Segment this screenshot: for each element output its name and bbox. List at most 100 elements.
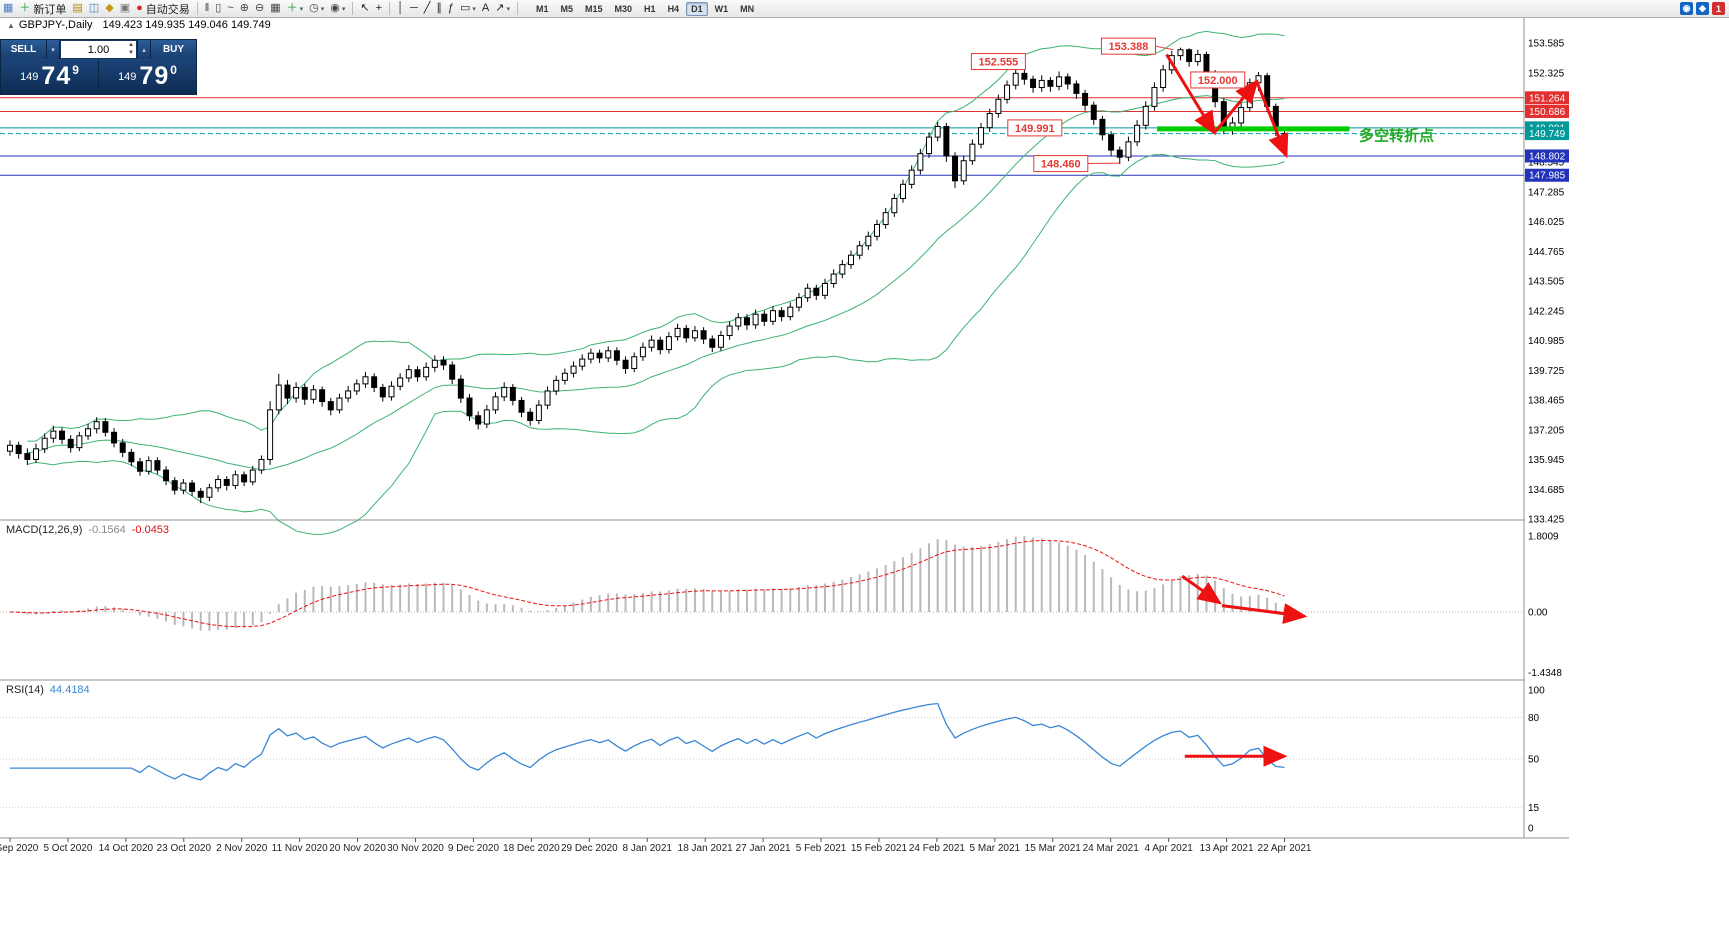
chart-info-bar: ▲ GBPJPY-,Daily 149.423 149.935 149.046 14…	[7, 19, 271, 31]
lot-spin-down-icon[interactable]: ▼	[128, 50, 134, 56]
svg-text:22 Apr 2021: 22 Apr 2021	[1258, 843, 1312, 854]
svg-text:9 Dec 2020: 9 Dec 2020	[448, 843, 500, 854]
svg-text:24 Feb 2021: 24 Feb 2021	[909, 843, 966, 854]
lot-spinner[interactable]: ▲ ▼	[128, 41, 134, 57]
terminal-button[interactable]: ▣	[117, 1, 133, 16]
lot-spin-up-icon[interactable]: ▲	[128, 42, 134, 48]
svg-text:135.945: 135.945	[1528, 455, 1565, 466]
svg-text:146.025: 146.025	[1528, 217, 1565, 228]
candlestick-chart-button[interactable]: ▯	[212, 1, 224, 16]
buy-dropdown-icon[interactable]: ▴	[137, 40, 151, 59]
timeframe-h1[interactable]: H1	[644, 3, 656, 14]
svg-text:13 Apr 2021: 13 Apr 2021	[1200, 843, 1254, 854]
svg-text:149.991: 149.991	[1015, 123, 1055, 135]
toolbar-items: ▦ ＋新订单 ▤ ◫ ◆ ▣ ● 自动交易 ǁ ▯ ~ ⊕ ⊖ ▦ ＋ ▾ ◷ ▾ ◉ ▾ ↖ + │ ─ ╱ ∥ ƒ ▭ ▾ A ↗ ▾	[0, 1, 522, 16]
tile-windows-button[interactable]: ▦	[267, 1, 283, 16]
rsi-scale-labels: 100 80 50 15 0	[1528, 686, 1545, 835]
zoom-in-button[interactable]: ⊕	[237, 1, 252, 16]
fibonacci-button[interactable]: ƒ	[445, 1, 457, 16]
zoom-out-icon: ⊖	[255, 2, 265, 14]
macd-name: MACD(12,26,9)	[6, 524, 83, 536]
fibonacci-icon: ƒ	[447, 2, 454, 14]
svg-text:23 Oct 2020: 23 Oct 2020	[157, 843, 212, 854]
channel-button[interactable]: ∥	[433, 1, 445, 16]
arrows-button[interactable]: ↗ ▾	[492, 1, 513, 16]
timeframe-mn[interactable]: MN	[740, 3, 755, 14]
sell-price-button[interactable]: 149 74 9	[1, 59, 99, 94]
trendline-button[interactable]: ╱	[421, 1, 434, 16]
shapes-icon-dropdown-icon[interactable]: ▾	[472, 5, 476, 13]
lot-size-input[interactable]: 1.00 ▲ ▼	[61, 41, 136, 58]
periods-icon-dropdown-icon[interactable]: ▾	[320, 5, 325, 13]
metaquotes-icon[interactable]: ◆	[1696, 2, 1709, 15]
svg-text:151.264: 151.264	[1529, 93, 1566, 104]
toolbar-separator	[389, 2, 391, 15]
arrows-icon-dropdown-icon[interactable]: ▾	[506, 5, 510, 13]
arrows-icon: ↗	[495, 2, 505, 14]
templates-icon-dropdown-icon[interactable]: ▾	[341, 5, 346, 13]
note-text: 多空转折点	[1359, 127, 1434, 145]
crosshair-button[interactable]: +	[373, 1, 385, 16]
macd-signal-line	[9, 539, 1285, 628]
svg-text:148.802: 148.802	[1529, 151, 1566, 162]
market-watch-button[interactable]: ▤	[69, 1, 85, 16]
buy-button[interactable]: BUY	[151, 40, 196, 59]
sell-dropdown-icon[interactable]: ▾	[46, 40, 60, 59]
periods-button[interactable]: ◷ ▾	[306, 1, 327, 16]
svg-text:134.685: 134.685	[1528, 485, 1565, 496]
community-icon[interactable]: ◉	[1680, 2, 1693, 15]
navigator-button[interactable]: ◆	[102, 1, 116, 16]
timeframe-m5[interactable]: M5	[560, 3, 574, 14]
horizontal-line-icon: ─	[409, 2, 418, 14]
timeframe-d1[interactable]: D1	[686, 1, 708, 16]
timeframe-toolbar: M1 M5 M15 M30 H1 H4 D1 W1 MN	[530, 1, 760, 16]
notification-badge[interactable]: 1	[1712, 2, 1725, 15]
svg-text:0: 0	[1528, 824, 1534, 835]
svg-text:20 Nov 2020: 20 Nov 2020	[329, 843, 386, 854]
lot-size-value: 1.00	[87, 43, 110, 56]
timeframe-w1[interactable]: W1	[714, 3, 729, 14]
indicators-button[interactable]: ＋ ▾	[284, 1, 307, 16]
one-click-trading-panel: SELL ▾ 1.00 ▲ ▼ ▴ BUY 149 74 9 149 79 0	[0, 39, 197, 95]
svg-text:15 Mar 2021: 15 Mar 2021	[1025, 843, 1082, 854]
svg-text:18 Jan 2021: 18 Jan 2021	[678, 843, 733, 854]
macd-histogram	[17, 536, 1286, 631]
svg-text:28 Sep 2020: 28 Sep 2020	[0, 843, 39, 854]
timeframe-m30[interactable]: M30	[614, 3, 633, 14]
sell-button[interactable]: SELL	[1, 40, 46, 59]
new-order-button-label: 新订单	[33, 3, 67, 16]
indicators-icon-dropdown-icon[interactable]: ▾	[299, 5, 304, 13]
cursor-button[interactable]: ↖	[357, 1, 372, 16]
timeframe-h4[interactable]: H4	[667, 3, 680, 14]
bars-chart-button[interactable]: ǁ	[202, 1, 213, 16]
line-chart-icon: ~	[227, 2, 234, 14]
new-chart-icon: ▦	[3, 2, 14, 14]
horizontal-line-button[interactable]: ─	[407, 1, 421, 16]
timeframe-m1[interactable]: M1	[535, 3, 549, 14]
svg-text:144.765: 144.765	[1528, 247, 1565, 258]
zoom-out-button[interactable]: ⊖	[252, 1, 267, 16]
shapes-button[interactable]: ▭ ▾	[457, 1, 479, 16]
svg-text:-1.4348: -1.4348	[1528, 668, 1562, 679]
vertical-line-button[interactable]: │	[394, 1, 407, 16]
autotrading-button-button[interactable]: ● 自动交易	[133, 1, 193, 16]
svg-text:18 Dec 2020: 18 Dec 2020	[503, 843, 560, 854]
crosshair-icon: +	[375, 2, 383, 14]
templates-button[interactable]: ◉ ▾	[327, 1, 348, 16]
svg-text:150.686: 150.686	[1529, 107, 1566, 118]
data-window-button[interactable]: ◫	[86, 1, 102, 16]
level-lines[interactable]	[0, 97, 1524, 176]
line-chart-button[interactable]: ~	[224, 1, 236, 16]
timeframe-m15[interactable]: M15	[585, 3, 603, 14]
svg-text:14 Oct 2020: 14 Oct 2020	[99, 843, 154, 854]
macd-signal-value: -0.0453	[131, 524, 170, 536]
text-button[interactable]: A	[479, 1, 492, 16]
buy-price-button[interactable]: 149 79 0	[99, 59, 196, 94]
svg-text:30 Nov 2020: 30 Nov 2020	[387, 843, 444, 854]
channel-icon: ∥	[436, 2, 442, 14]
new-chart-button[interactable]: ▦	[0, 1, 16, 16]
new-order-button-button[interactable]: ＋新订单	[16, 1, 69, 16]
